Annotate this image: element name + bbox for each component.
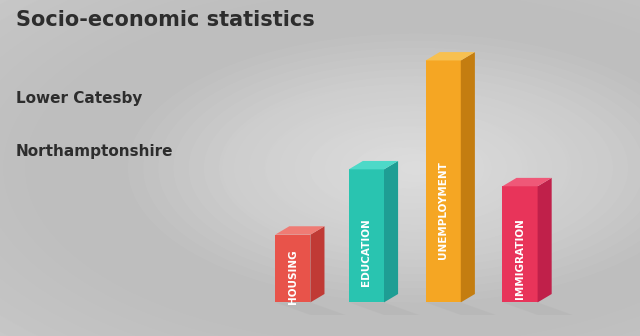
Text: EDUCATION: EDUCATION — [362, 218, 371, 286]
Polygon shape — [275, 302, 346, 315]
Polygon shape — [426, 60, 461, 302]
Polygon shape — [426, 302, 496, 315]
Text: Northamptonshire: Northamptonshire — [16, 144, 173, 160]
Polygon shape — [349, 161, 398, 169]
Polygon shape — [502, 302, 573, 315]
Polygon shape — [538, 178, 552, 302]
Text: UNEMPLOYMENT: UNEMPLOYMENT — [438, 162, 448, 259]
Text: Socio-economic statistics: Socio-economic statistics — [16, 10, 315, 30]
Polygon shape — [349, 169, 384, 302]
Polygon shape — [384, 161, 398, 302]
Text: HOUSING: HOUSING — [288, 249, 298, 304]
Polygon shape — [426, 52, 475, 60]
Polygon shape — [349, 302, 419, 315]
Text: Lower Catesby: Lower Catesby — [16, 91, 142, 106]
Polygon shape — [275, 235, 310, 302]
Polygon shape — [502, 178, 552, 186]
Text: IMMIGRATION: IMMIGRATION — [515, 218, 525, 299]
Polygon shape — [310, 226, 324, 302]
Polygon shape — [502, 186, 538, 302]
Polygon shape — [461, 52, 475, 302]
Polygon shape — [275, 226, 324, 235]
